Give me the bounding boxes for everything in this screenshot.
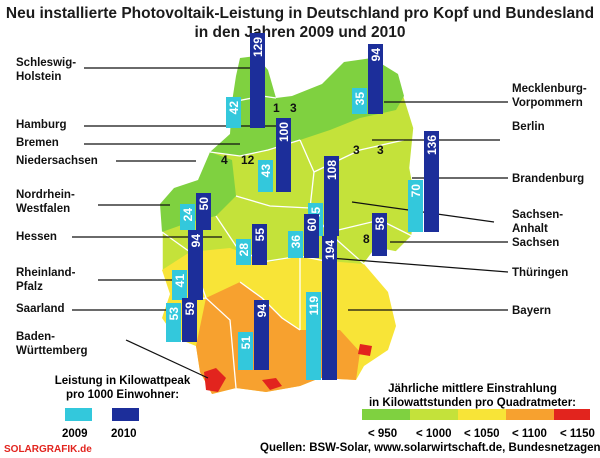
value-hamburg-2010: 3 xyxy=(290,101,297,115)
legend-swatch-2010 xyxy=(112,408,139,421)
irradiation-label-3: < 1050 xyxy=(464,428,500,440)
irradiation-label-1: < 950 xyxy=(368,428,398,440)
legend-year-2009: 2009 xyxy=(62,428,88,440)
brand-logo: SOLARGRAFIK.de xyxy=(4,444,92,455)
bar-rheinland-pfalz-2010: 94 xyxy=(188,230,203,300)
zone-red-2 xyxy=(262,378,282,390)
bar-baden-w-rttemberg-2010: 94 xyxy=(254,300,269,370)
bar-hessen-2009: 28 xyxy=(236,239,251,265)
label-bayern: Bayern xyxy=(512,305,551,317)
irradiation-swatch-2 xyxy=(410,409,458,420)
bar-value-sachsen-anhalt-2010: 108 xyxy=(325,160,339,181)
title-line-2: in den Jahren 2009 und 2010 xyxy=(194,24,406,41)
bar-value-th-ringen-2010: 60 xyxy=(305,217,319,231)
bar-th-ringen-2009: 36 xyxy=(288,231,303,258)
bar-niedersachsen-2010: 100 xyxy=(276,118,291,192)
label-hamburg: Hamburg xyxy=(16,119,67,131)
bar-mecklenburg-vorpommern-2010: 94 xyxy=(368,44,383,114)
title-line-1: Neu installierte Photovoltaik-Leistung i… xyxy=(5,5,595,22)
bar-value-brandenburg-2009: 70 xyxy=(409,184,423,198)
bar-value-nordrhein-westfalen-2010: 50 xyxy=(197,197,211,211)
label-saarland: Saarland xyxy=(16,303,65,315)
bar-value-niedersachsen-2010: 100 xyxy=(277,122,291,143)
label-brandenburg: Brandenburg xyxy=(512,173,585,185)
bar-value-baden-w-rttemberg-2009: 51 xyxy=(239,336,253,350)
value-berlin-2009: 3 xyxy=(353,143,360,157)
bar-nordrhein-westfalen-2009: 24 xyxy=(180,204,195,230)
bar-sachsen-2010: 58 xyxy=(372,213,387,256)
legend-capacity: Leistung in Kilowattpeak pro 1000 Einwoh… xyxy=(54,375,191,401)
bar-bayern-2009: 119 xyxy=(306,291,321,380)
bar-value-rheinland-pfalz-2009: 41 xyxy=(173,273,187,288)
label-rheinland-pfalz: Rheinland- Pfalz xyxy=(16,267,76,293)
chart-title: Neu installierte Photovoltaik-Leistung i… xyxy=(0,4,600,42)
irradiation-swatch-1 xyxy=(362,409,410,420)
bar-brandenburg-2009: 70 xyxy=(408,180,423,232)
label-baden-wuerttemberg: Baden- Württemberg xyxy=(16,331,88,357)
leader-lines xyxy=(72,67,509,379)
bar-schleswig-holstein-2009: 42 xyxy=(226,96,241,128)
label-nordrhein-westfalen: Nordrhein- Westfalen xyxy=(16,189,75,215)
bar-value-niedersachsen-2009: 43 xyxy=(259,164,273,178)
bar-rheinland-pfalz-2009: 41 xyxy=(172,269,187,300)
bar-value-rheinland-pfalz-2010: 94 xyxy=(189,234,203,248)
zone-red-1 xyxy=(204,368,226,392)
bar-value-schleswig-holstein-2009: 42 xyxy=(227,100,241,115)
irradiation-label-4: < 1100 xyxy=(512,428,547,440)
legend-irradiation: Jährliche mittlere Einstrahlung in Kilow… xyxy=(368,383,576,409)
bar-saarland-2009: 53 xyxy=(166,302,181,342)
bar-value-saarland-2010: 59 xyxy=(183,302,197,316)
bar-bayern-2010: 194 xyxy=(322,236,337,380)
bar-value-hessen-2010: 55 xyxy=(253,228,267,242)
bar-value-mecklenburg-vorpommern-2010: 94 xyxy=(369,48,383,62)
value-bremen-2009: 4 xyxy=(221,153,228,167)
bar-value-schleswig-holstein-2010: 129 xyxy=(251,36,265,57)
value-berlin-2010: 3 xyxy=(377,143,384,157)
value-bremen-2010: 12 xyxy=(241,153,255,167)
bar-baden-w-rttemberg-2009: 51 xyxy=(238,332,253,370)
bar-value-bayern-2009: 119 xyxy=(307,295,321,316)
bar-value-nordrhein-westfalen-2009: 24 xyxy=(181,208,195,222)
label-thueringen: Thüringen xyxy=(512,267,569,279)
bar-brandenburg-2010: 136 xyxy=(424,131,439,232)
bar-sachsen-anhalt-2010: 108 xyxy=(324,156,339,236)
value-sachsen-2009: 8 xyxy=(363,232,370,246)
bar-saarland-2010: 59 xyxy=(182,298,197,342)
zone-west-green xyxy=(160,152,236,232)
label-mecklenburg-vorpommern: Mecklenburg- Vorpommern xyxy=(512,83,587,109)
bar-value-th-ringen-2009: 36 xyxy=(289,235,303,249)
bar-th-ringen-2010: 60 xyxy=(304,213,319,258)
legend-swatch-2009 xyxy=(65,408,92,421)
irradiation-swatch-5 xyxy=(554,409,590,420)
source-note: Quellen: BSW-Solar, www.solarwirtschaft.… xyxy=(260,442,600,454)
label-sachsen: Sachsen xyxy=(512,237,560,249)
irradiation-swatch-4 xyxy=(506,409,554,420)
label-bremen: Bremen xyxy=(16,137,59,149)
bar-value-hessen-2009: 28 xyxy=(237,243,251,257)
bar-hessen-2010: 55 xyxy=(252,224,267,265)
bar-value-saarland-2009: 53 xyxy=(167,306,181,321)
irradiation-swatch-3 xyxy=(458,409,506,420)
zone-red-3 xyxy=(358,344,372,356)
label-niedersachsen: Niedersachsen xyxy=(16,155,98,167)
legend-year-2010: 2010 xyxy=(111,428,137,440)
bar-schleswig-holstein-2010: 129 xyxy=(250,32,265,128)
label-sachsen-anhalt: Sachsen- Anhalt xyxy=(512,209,564,235)
bar-value-baden-w-rttemberg-2010: 94 xyxy=(255,304,269,318)
bar-niedersachsen-2009: 43 xyxy=(258,160,273,192)
bar-value-sachsen-2010: 58 xyxy=(373,217,387,231)
irradiation-label-2: < 1000 xyxy=(416,428,452,440)
label-hessen: Hessen xyxy=(16,231,57,243)
bar-mecklenburg-vorpommern-2009: 35 xyxy=(352,88,367,114)
bar-value-brandenburg-2010: 136 xyxy=(425,135,439,156)
value-hamburg-2009: 1 xyxy=(273,101,280,115)
bar-nordrhein-westfalen-2010: 50 xyxy=(196,193,211,230)
label-schleswig-holstein: Schleswig- Holstein xyxy=(16,57,77,83)
bar-value-bayern-2010: 194 xyxy=(323,240,337,261)
bar-value-mecklenburg-vorpommern-2009: 35 xyxy=(353,92,367,106)
irradiation-label-5: < 1150 xyxy=(560,428,595,440)
label-berlin: Berlin xyxy=(512,121,545,133)
